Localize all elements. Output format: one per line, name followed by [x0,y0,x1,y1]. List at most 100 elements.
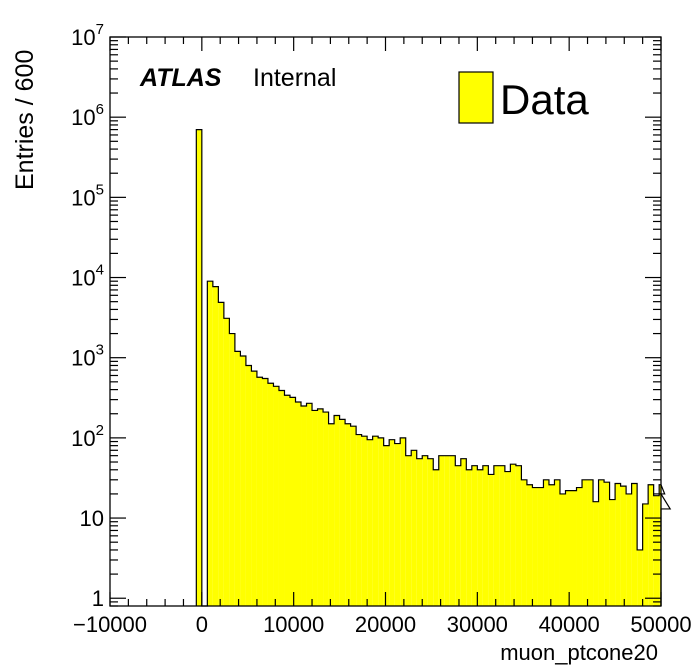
x-tick-label: 50000 [630,612,691,637]
histogram-bin [499,465,505,606]
histogram-bin [400,437,406,606]
x-axis-ticks: −10000 0 10000 20000 30000 40000 50000 [73,37,692,637]
histogram-bin [659,484,661,606]
histogram-bin [262,378,268,606]
histogram-bin [548,484,555,606]
histogram-bin [604,482,610,606]
x-tick-label: 30000 [447,612,508,637]
histogram-bin [460,458,467,606]
histogram-bin [587,479,594,606]
histogram-bin [234,351,241,606]
histogram-bin [648,484,654,606]
histogram-bin [367,439,373,606]
histogram-bin [273,386,279,606]
y-axis-ticks: 1 10 102 103 104 105 106 107 [71,21,661,611]
histogram-bin [543,479,549,606]
histogram-bin [245,365,252,606]
histogram-bin [554,479,560,606]
histogram-bin [251,371,257,606]
histogram-bin [223,318,230,606]
histogram-bin [504,471,511,606]
y-tick-label: 105 [71,181,104,210]
histogram-bin [521,479,527,606]
histogram-bin [323,412,329,606]
histogram-bin [240,356,246,606]
histogram-bin [301,405,307,606]
histogram-bin [438,455,445,606]
histogram-bin [477,469,483,606]
y-axis-label: Entries / 600 [11,50,39,190]
histogram-bin [345,423,351,606]
histogram-bin [482,465,489,606]
histogram-bin [356,434,362,606]
histogram-bin [609,499,616,606]
histogram-bin [378,437,384,606]
x-tick-label: 10000 [263,612,324,637]
y-tick-label: 1 [92,586,104,611]
histogram-bin [405,455,412,606]
histogram-bin [306,403,313,606]
histogram-bars [196,129,661,606]
histogram-bin [334,415,340,606]
legend-swatch [458,71,494,124]
histogram-bin [537,487,544,606]
histogram-bin [565,490,572,606]
x-tick-label: 20000 [355,612,416,637]
histogram-bin [515,465,522,606]
histogram-bin [317,408,324,606]
legend: Data [458,71,589,124]
y-tick-label: 104 [71,262,104,291]
histogram-bin [433,469,439,606]
x-tick-label: 0 [196,612,208,637]
histogram-bin [267,383,274,606]
histogram-bin [631,483,638,606]
atlas-label: ATLAS [139,64,222,92]
histogram-bin [278,390,285,606]
histogram-bin [389,439,395,606]
histogram-bin [576,487,583,606]
histogram-bin [372,436,379,606]
legend-label: Data [500,76,589,123]
y-tick-label: 103 [71,342,104,371]
histogram-bin [196,129,202,606]
histogram-bin [449,455,456,606]
histogram-bin [383,445,390,606]
histogram-bin [493,465,500,606]
histogram-bin [212,286,219,606]
histogram-bin [295,402,302,606]
histogram-bin [339,419,346,606]
y-tick-label: 106 [71,101,104,130]
histogram-bin [471,465,478,606]
histogram-bin [510,464,516,606]
histogram-bin [526,484,533,606]
histogram-bin [229,333,235,606]
histogram-bin [488,474,494,606]
histogram-bin [207,281,213,606]
atlas-sublabel: Internal [253,64,336,92]
histogram-bin [416,458,423,606]
histogram-bin [466,469,472,606]
histogram-bin [582,479,588,606]
x-axis-label: muon_ptcone20 [500,640,658,665]
histogram-bin [256,377,263,606]
histogram-bin [350,426,357,606]
histogram-bin [394,443,401,606]
histogram-bin [598,479,605,606]
histogram-bin [626,493,632,606]
histogram-bin [411,450,417,606]
histogram-bin [571,490,577,606]
histogram-bin [642,503,649,606]
histogram-bin [312,410,318,606]
x-tick-label: 40000 [539,612,600,637]
histogram-bin [444,455,450,606]
histogram-bin [328,423,335,606]
x-tick-label: −10000 [73,612,147,637]
histogram-bin [593,501,599,606]
histogram-outline [195,128,672,607]
histogram-bin [422,455,428,606]
histogram-bin [455,465,461,606]
histogram-bin [615,483,621,606]
histogram-bin [532,487,538,606]
histogram-bin [653,495,660,606]
